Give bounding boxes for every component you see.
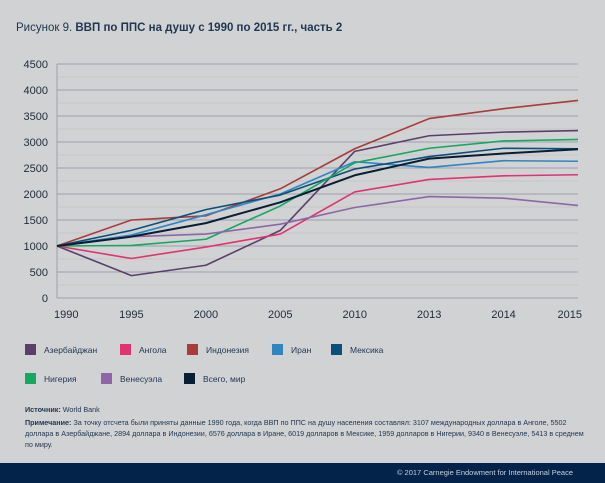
series-line-2: [56, 99, 579, 247]
legend-swatch: [120, 344, 131, 355]
legend-swatch: [272, 344, 283, 355]
legend-swatch: [184, 373, 195, 384]
legend-label: Мексика: [350, 344, 384, 355]
legend-item: Иран: [272, 344, 311, 355]
legend-swatch: [331, 344, 342, 355]
notes: Источник: World Bank Примечание: За точк…: [25, 404, 585, 450]
figure-number: Рисунок 9.: [16, 22, 73, 34]
series-line-6: [56, 195, 579, 247]
legend-swatch: [187, 344, 198, 355]
legend-item: Всего, мир: [184, 373, 245, 384]
legend-item: Ангола: [120, 344, 167, 355]
legend-swatch: [101, 373, 112, 384]
source-text: World Bank: [62, 405, 100, 414]
x-tick-label: 2000: [194, 309, 218, 321]
y-tick-label: 2500: [24, 163, 48, 175]
y-tick-label: 4000: [24, 85, 48, 97]
legend-label: Индонезия: [206, 344, 249, 355]
x-tick-label: 2005: [268, 309, 292, 321]
note-label: Примечание:: [25, 418, 72, 427]
x-tick-label: 2015: [558, 309, 582, 321]
legend-item: Индонезия: [187, 344, 249, 355]
legend-swatch: [25, 373, 36, 384]
legend-item: Нигерия: [25, 373, 77, 384]
series-line-3: [56, 159, 579, 247]
series-line-7: [56, 148, 579, 247]
x-tick-label: 2014: [491, 309, 515, 321]
line-chart: 0 500 1000 1500 2000 2500 3000 3500 4000 4500 1990…: [24, 59, 582, 321]
legend-swatch: [25, 344, 36, 355]
legend-label: Азербайджан: [44, 344, 98, 355]
series-line-4: [56, 147, 579, 247]
y-tick-label: 0: [42, 293, 48, 305]
series-line-5: [56, 138, 579, 247]
legend-label: Всего, мир: [203, 373, 246, 384]
y-tick-label: 3500: [24, 111, 48, 123]
x-tick-label: 2010: [342, 309, 366, 321]
copyright: © 2017 Carnegie Endowment for Internatio…: [396, 468, 573, 477]
x-tick-label: 2013: [417, 309, 441, 321]
legend-label: Нигерия: [44, 373, 77, 384]
chart-title: Рисунок 9. ВВП по ППС на душу с 1990 по …: [16, 22, 342, 34]
y-tick-label: 2000: [24, 189, 48, 201]
series-line-1: [56, 173, 579, 260]
legend-label: Иран: [291, 344, 312, 355]
source-label: Источник:: [25, 405, 61, 414]
legend-item: Мексика: [331, 344, 383, 355]
y-tick-label: 4500: [24, 59, 48, 71]
footer: © 2017 Carnegie Endowment for Internatio…: [0, 463, 605, 483]
legend-item: Азербайджан: [25, 344, 97, 355]
legend-label: Ангола: [139, 344, 167, 355]
y-tick-label: 3000: [24, 137, 48, 149]
y-tick-label: 500: [30, 267, 48, 279]
title-text: ВВП по ППС на душу с 1990 по 2015 гг., ч…: [75, 22, 343, 34]
y-tick-label: 1000: [24, 241, 48, 253]
y-tick-label: 1500: [24, 215, 48, 227]
x-tick-label: 1995: [119, 309, 143, 321]
legend-item: Венесуэла: [101, 373, 162, 384]
legend-label: Венесуэла: [120, 373, 163, 384]
series-line-0: [56, 129, 579, 277]
x-tick-label: 1990: [54, 309, 78, 321]
note-text: За точку отсчета были приняты данные 199…: [25, 418, 584, 449]
